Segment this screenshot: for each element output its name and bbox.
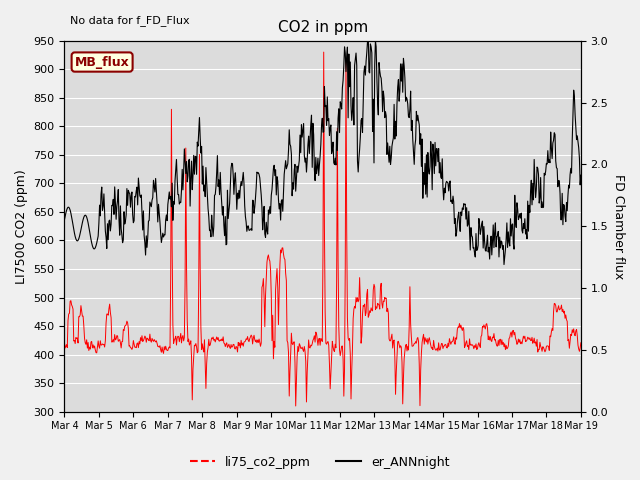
Title: CO2 in ppm: CO2 in ppm	[278, 20, 368, 36]
Y-axis label: LI7500 CO2 (ppm): LI7500 CO2 (ppm)	[15, 169, 28, 284]
Y-axis label: FD Chamber flux: FD Chamber flux	[612, 174, 625, 279]
Legend: li75_co2_ppm, er_ANNnight: li75_co2_ppm, er_ANNnight	[186, 451, 454, 474]
Text: MB_flux: MB_flux	[75, 56, 129, 69]
Text: No data for f_FD_Flux: No data for f_FD_Flux	[70, 15, 189, 26]
